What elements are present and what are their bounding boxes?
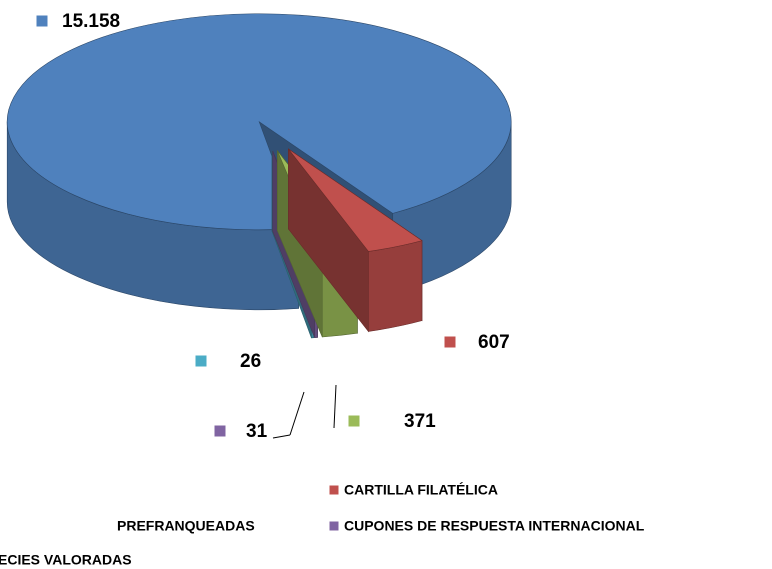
value-label-marker (194, 354, 208, 368)
leader-line (272, 434, 291, 439)
leader-line (289, 391, 305, 436)
value-label-marker (213, 424, 227, 438)
value-label-marker (443, 335, 457, 349)
legend-marker (328, 520, 340, 532)
leader-line (333, 384, 337, 429)
legend-label: CARTILLA FILATÉLICA (344, 482, 498, 498)
value-label: 31 (246, 421, 268, 442)
legend-label: PREFRANQUEADAS (117, 518, 255, 534)
slice-side (368, 240, 423, 332)
value-label-marker (35, 14, 49, 28)
value-label-marker (347, 414, 361, 428)
value-label: 607 (478, 332, 510, 353)
slice-top (288, 148, 423, 252)
slice-top (6, 13, 512, 231)
legend-label: CUPONES DE RESPUESTA INTERNACIONAL (344, 518, 645, 534)
value-label: 15.158 (62, 11, 120, 32)
value-label: 26 (240, 351, 261, 372)
legend-label: ECIES VALORADAS (0, 552, 132, 568)
value-label: 371 (404, 411, 436, 432)
slice (6, 13, 512, 311)
slice (288, 148, 423, 333)
legend-marker (328, 484, 340, 496)
